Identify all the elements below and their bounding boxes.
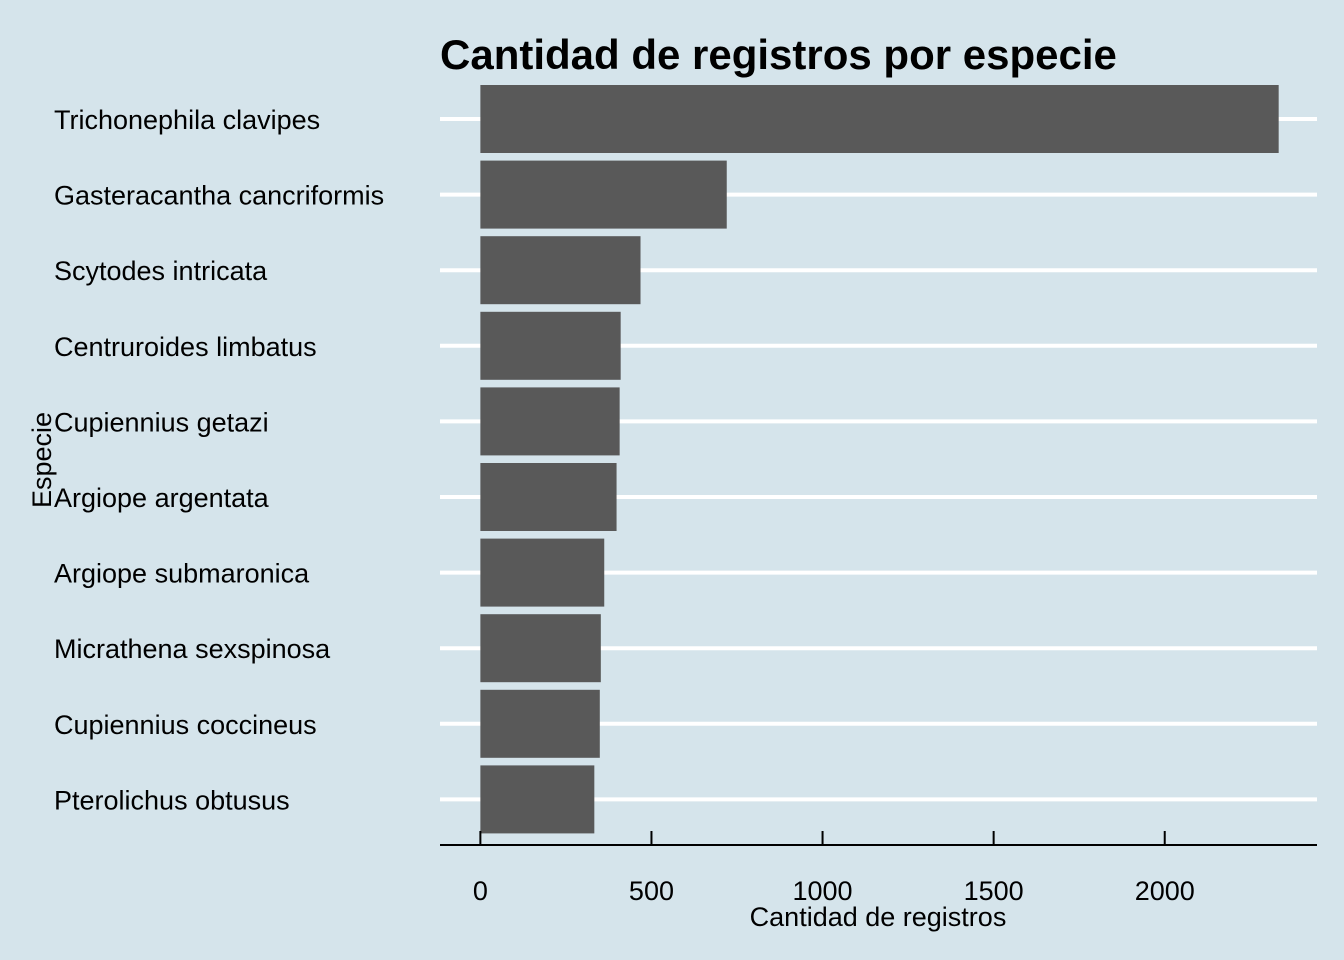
category-label-layer: Trichonephila clavipes Gasteracantha canc… — [54, 105, 384, 815]
category-label: Micrathena sexspinosa — [54, 634, 331, 664]
category-label: Argiope argentata — [54, 483, 270, 513]
x-tick-label: 1000 — [793, 876, 853, 906]
bar — [480, 463, 617, 531]
chart-title: Cantidad de registros por especie — [440, 31, 1117, 78]
bar — [480, 538, 605, 607]
category-label: Centruroides limbatus — [54, 332, 317, 362]
bar — [480, 387, 620, 456]
bar — [480, 614, 601, 683]
x-tick-label: 0 — [473, 876, 488, 906]
bar-layer — [480, 85, 1279, 834]
bar — [480, 85, 1279, 153]
bar — [480, 236, 641, 305]
bar — [480, 311, 621, 380]
x-tick-layer: 0 500 1000 1500 2000 — [473, 831, 1195, 906]
x-tick-label: 500 — [629, 876, 674, 906]
x-tick-label: 1500 — [964, 876, 1024, 906]
y-axis-label: Especie — [27, 412, 57, 508]
bar — [480, 765, 595, 834]
category-label: Scytodes intricata — [54, 256, 268, 286]
category-label: Trichonephila clavipes — [54, 105, 320, 135]
category-label: Cupiennius getazi — [54, 407, 269, 437]
category-label: Cupiennius coccineus — [54, 710, 317, 740]
bar — [480, 689, 600, 758]
category-label: Gasteracantha cancriformis — [54, 181, 384, 211]
x-tick-label: 2000 — [1135, 876, 1195, 906]
category-label: Pterolichus obtusus — [54, 785, 290, 815]
category-label: Argiope submaronica — [54, 559, 310, 589]
bar — [480, 160, 727, 229]
x-axis-label: Cantidad de registros — [750, 902, 1007, 932]
